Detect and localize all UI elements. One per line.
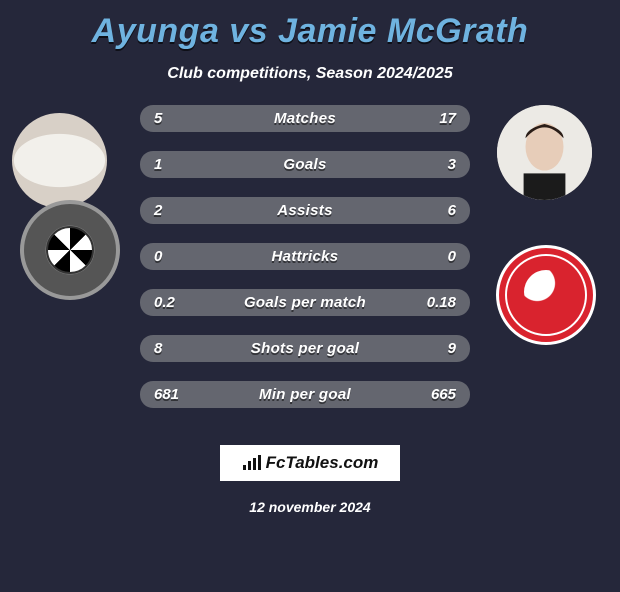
stat-label: Goals per match	[244, 294, 366, 311]
stat-left-value: 0.2	[154, 294, 192, 311]
badge-left-text	[23, 203, 117, 297]
comparison-panel: 1903 5 Matches 17 1 Goals 3 2 Assists 6 …	[0, 105, 620, 435]
club-badge-left	[20, 200, 120, 300]
stat-right-value: 17	[418, 110, 456, 127]
stat-left-value: 681	[154, 386, 192, 403]
stat-label: Shots per goal	[251, 340, 359, 357]
stat-right-value: 9	[418, 340, 456, 357]
stat-left-value: 2	[154, 202, 192, 219]
brand-text: FcTables.com	[266, 453, 379, 472]
player-left-photo	[12, 113, 107, 208]
stat-right-value: 6	[418, 202, 456, 219]
stat-label: Hattricks	[272, 248, 339, 265]
stat-label: Goals	[283, 156, 326, 173]
stat-right-value: 665	[418, 386, 456, 403]
footer: FcTables.com	[0, 445, 620, 481]
brand-badge: FcTables.com	[220, 445, 401, 481]
stat-row: 681 Min per goal 665	[140, 381, 470, 408]
stat-left-value: 5	[154, 110, 192, 127]
stat-label: Min per goal	[259, 386, 351, 403]
club-badge-right: 1903	[496, 245, 596, 345]
player-right-photo	[497, 105, 592, 200]
date-label: 12 november 2024	[0, 499, 620, 515]
stat-row: 2 Assists 6	[140, 197, 470, 224]
badge-right-year: 1903	[536, 303, 556, 313]
subtitle: Club competitions, Season 2024/2025	[0, 65, 620, 83]
stat-row: 5 Matches 17	[140, 105, 470, 132]
stat-label: Matches	[274, 110, 336, 127]
page-title: Ayunga vs Jamie McGrath	[0, 12, 620, 51]
stat-left-value: 0	[154, 248, 192, 265]
stat-row: 0 Hattricks 0	[140, 243, 470, 270]
stat-row: 1 Goals 3	[140, 151, 470, 178]
stats-table: 5 Matches 17 1 Goals 3 2 Assists 6 0 Hat…	[140, 105, 470, 427]
stat-right-value: 3	[418, 156, 456, 173]
stat-left-value: 8	[154, 340, 192, 357]
chart-icon	[242, 455, 262, 471]
stat-left-value: 1	[154, 156, 192, 173]
stat-row: 0.2 Goals per match 0.18	[140, 289, 470, 316]
stat-label: Assists	[277, 202, 332, 219]
stat-right-value: 0	[418, 248, 456, 265]
stat-row: 8 Shots per goal 9	[140, 335, 470, 362]
stat-right-value: 0.18	[418, 294, 456, 311]
